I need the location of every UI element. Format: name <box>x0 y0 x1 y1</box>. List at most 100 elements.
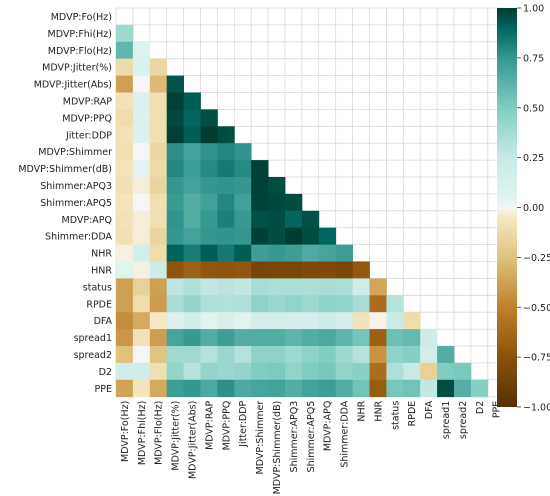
heatmap-cell <box>369 312 387 330</box>
heatmap-cell <box>234 244 252 262</box>
heatmap-cell <box>149 75 168 93</box>
x-tick-labels: MDVP:Fo(Hz) MDVP:Fhi(Hz) MDVP:Flo(Hz) MDVP:… <box>120 400 503 494</box>
y-tick-label: MDVP:Shimmer(dB) <box>18 164 112 175</box>
heatmap-cell <box>116 227 134 245</box>
y-tick-label: Jitter:DDP <box>65 130 112 141</box>
x-tick-label: D2 <box>475 401 486 414</box>
heatmap-cell <box>268 261 286 279</box>
heatmap-cell <box>285 193 303 212</box>
heatmap-cell <box>301 379 320 398</box>
heatmap-cell <box>132 362 151 381</box>
heatmap-cell <box>166 278 184 296</box>
heatmap-cell <box>132 109 151 127</box>
heatmap-cell <box>285 244 303 262</box>
heatmap-cell <box>200 109 218 127</box>
heatmap-cell <box>116 329 134 347</box>
heatmap-cell <box>200 244 218 262</box>
heatmap-cell <box>251 295 269 313</box>
heatmap-cell <box>183 143 201 161</box>
heatmap-cell <box>149 312 168 330</box>
heatmap-cell <box>183 278 201 296</box>
heatmap-cell <box>149 109 168 127</box>
heatmap-cell <box>217 278 235 296</box>
heatmap-cell <box>183 329 201 347</box>
heatmap-cell <box>200 312 218 330</box>
heatmap-cell <box>301 362 320 381</box>
heatmap-cell <box>285 312 303 330</box>
x-tick-label: NHR <box>357 400 368 421</box>
y-tick-label: MDVP:Flo(Hz) <box>48 46 112 57</box>
heatmap-cell <box>285 295 303 313</box>
heatmap-cell <box>132 210 151 229</box>
heatmap-cell <box>116 24 134 43</box>
heatmap-cell <box>234 177 252 195</box>
heatmap-cell <box>403 379 421 398</box>
heatmap-cell <box>251 210 269 229</box>
heatmap-cells <box>116 24 489 398</box>
heatmap-cell <box>149 362 168 381</box>
heatmap-cell <box>116 244 134 262</box>
heatmap-cell <box>403 346 421 364</box>
heatmap-cell <box>234 160 252 178</box>
heatmap-cell <box>318 244 337 262</box>
heatmap-cell <box>335 329 353 347</box>
heatmap-cell <box>132 346 151 364</box>
heatmap-cell <box>116 312 134 330</box>
heatmap-cell <box>116 193 134 212</box>
heatmap-cell <box>251 379 269 398</box>
heatmap-cell <box>386 295 404 313</box>
heatmap-cell <box>335 244 353 262</box>
heatmap-cell <box>149 278 168 296</box>
heatmap-cell <box>149 227 168 245</box>
heatmap-cell <box>369 295 387 313</box>
heatmap-cell <box>268 193 286 212</box>
x-tick-label: RPDE <box>407 401 418 427</box>
heatmap-cell <box>149 295 168 313</box>
heatmap-cell <box>166 126 184 144</box>
y-tick-label: D2 <box>99 367 112 378</box>
heatmap-cell <box>234 295 252 313</box>
y-tick-label: NHR <box>91 249 112 260</box>
heatmap-cell <box>132 193 151 212</box>
heatmap-cell <box>335 278 353 296</box>
heatmap-cell <box>132 143 151 161</box>
heatmap-cell <box>200 329 218 347</box>
heatmap-cell <box>234 379 252 398</box>
heatmap-cell <box>335 312 353 330</box>
heatmap-cell <box>149 346 168 364</box>
colorbar: 1.00 0.75 0.50 0.25 0.00 −0.25 −0.50 −0.75 −1.00 <box>497 4 550 414</box>
heatmap-cell <box>386 312 404 330</box>
y-tick-label: HNR <box>91 265 112 276</box>
heatmap-cell <box>217 329 235 347</box>
heatmap-cell <box>166 227 184 245</box>
heatmap-cell <box>149 126 168 144</box>
heatmap-cell <box>386 329 404 347</box>
heatmap-cell <box>217 177 235 195</box>
colorbar-gradient <box>497 8 517 407</box>
heatmap-cell <box>285 261 303 279</box>
heatmap-cell <box>285 346 303 364</box>
heatmap-cell <box>251 329 269 347</box>
heatmap-cell <box>285 210 303 229</box>
heatmap-cell <box>318 278 337 296</box>
heatmap-cell <box>132 160 151 178</box>
heatmap-cell <box>386 362 404 381</box>
heatmap-cell <box>116 261 134 279</box>
heatmap-cell <box>183 177 201 195</box>
heatmap-cell <box>301 210 320 229</box>
heatmap-cell <box>200 193 218 212</box>
heatmap-cell <box>183 160 201 178</box>
heatmap-cell <box>437 346 455 364</box>
y-tick-label: MDVP:Fhi(Hz) <box>48 29 112 40</box>
heatmap-cell <box>318 261 337 279</box>
heatmap-cell <box>166 329 184 347</box>
heatmap-cell <box>234 329 252 347</box>
heatmap-cell <box>251 244 269 262</box>
x-tick-label: HNR <box>373 400 384 421</box>
heatmap-cell <box>420 346 438 364</box>
heatmap-cell <box>200 227 218 245</box>
heatmap-cell <box>318 227 337 245</box>
colorbar-tick-label: −0.50 <box>523 303 550 314</box>
heatmap-cell <box>437 362 455 381</box>
colorbar-tick-label: 0.25 <box>523 153 544 164</box>
